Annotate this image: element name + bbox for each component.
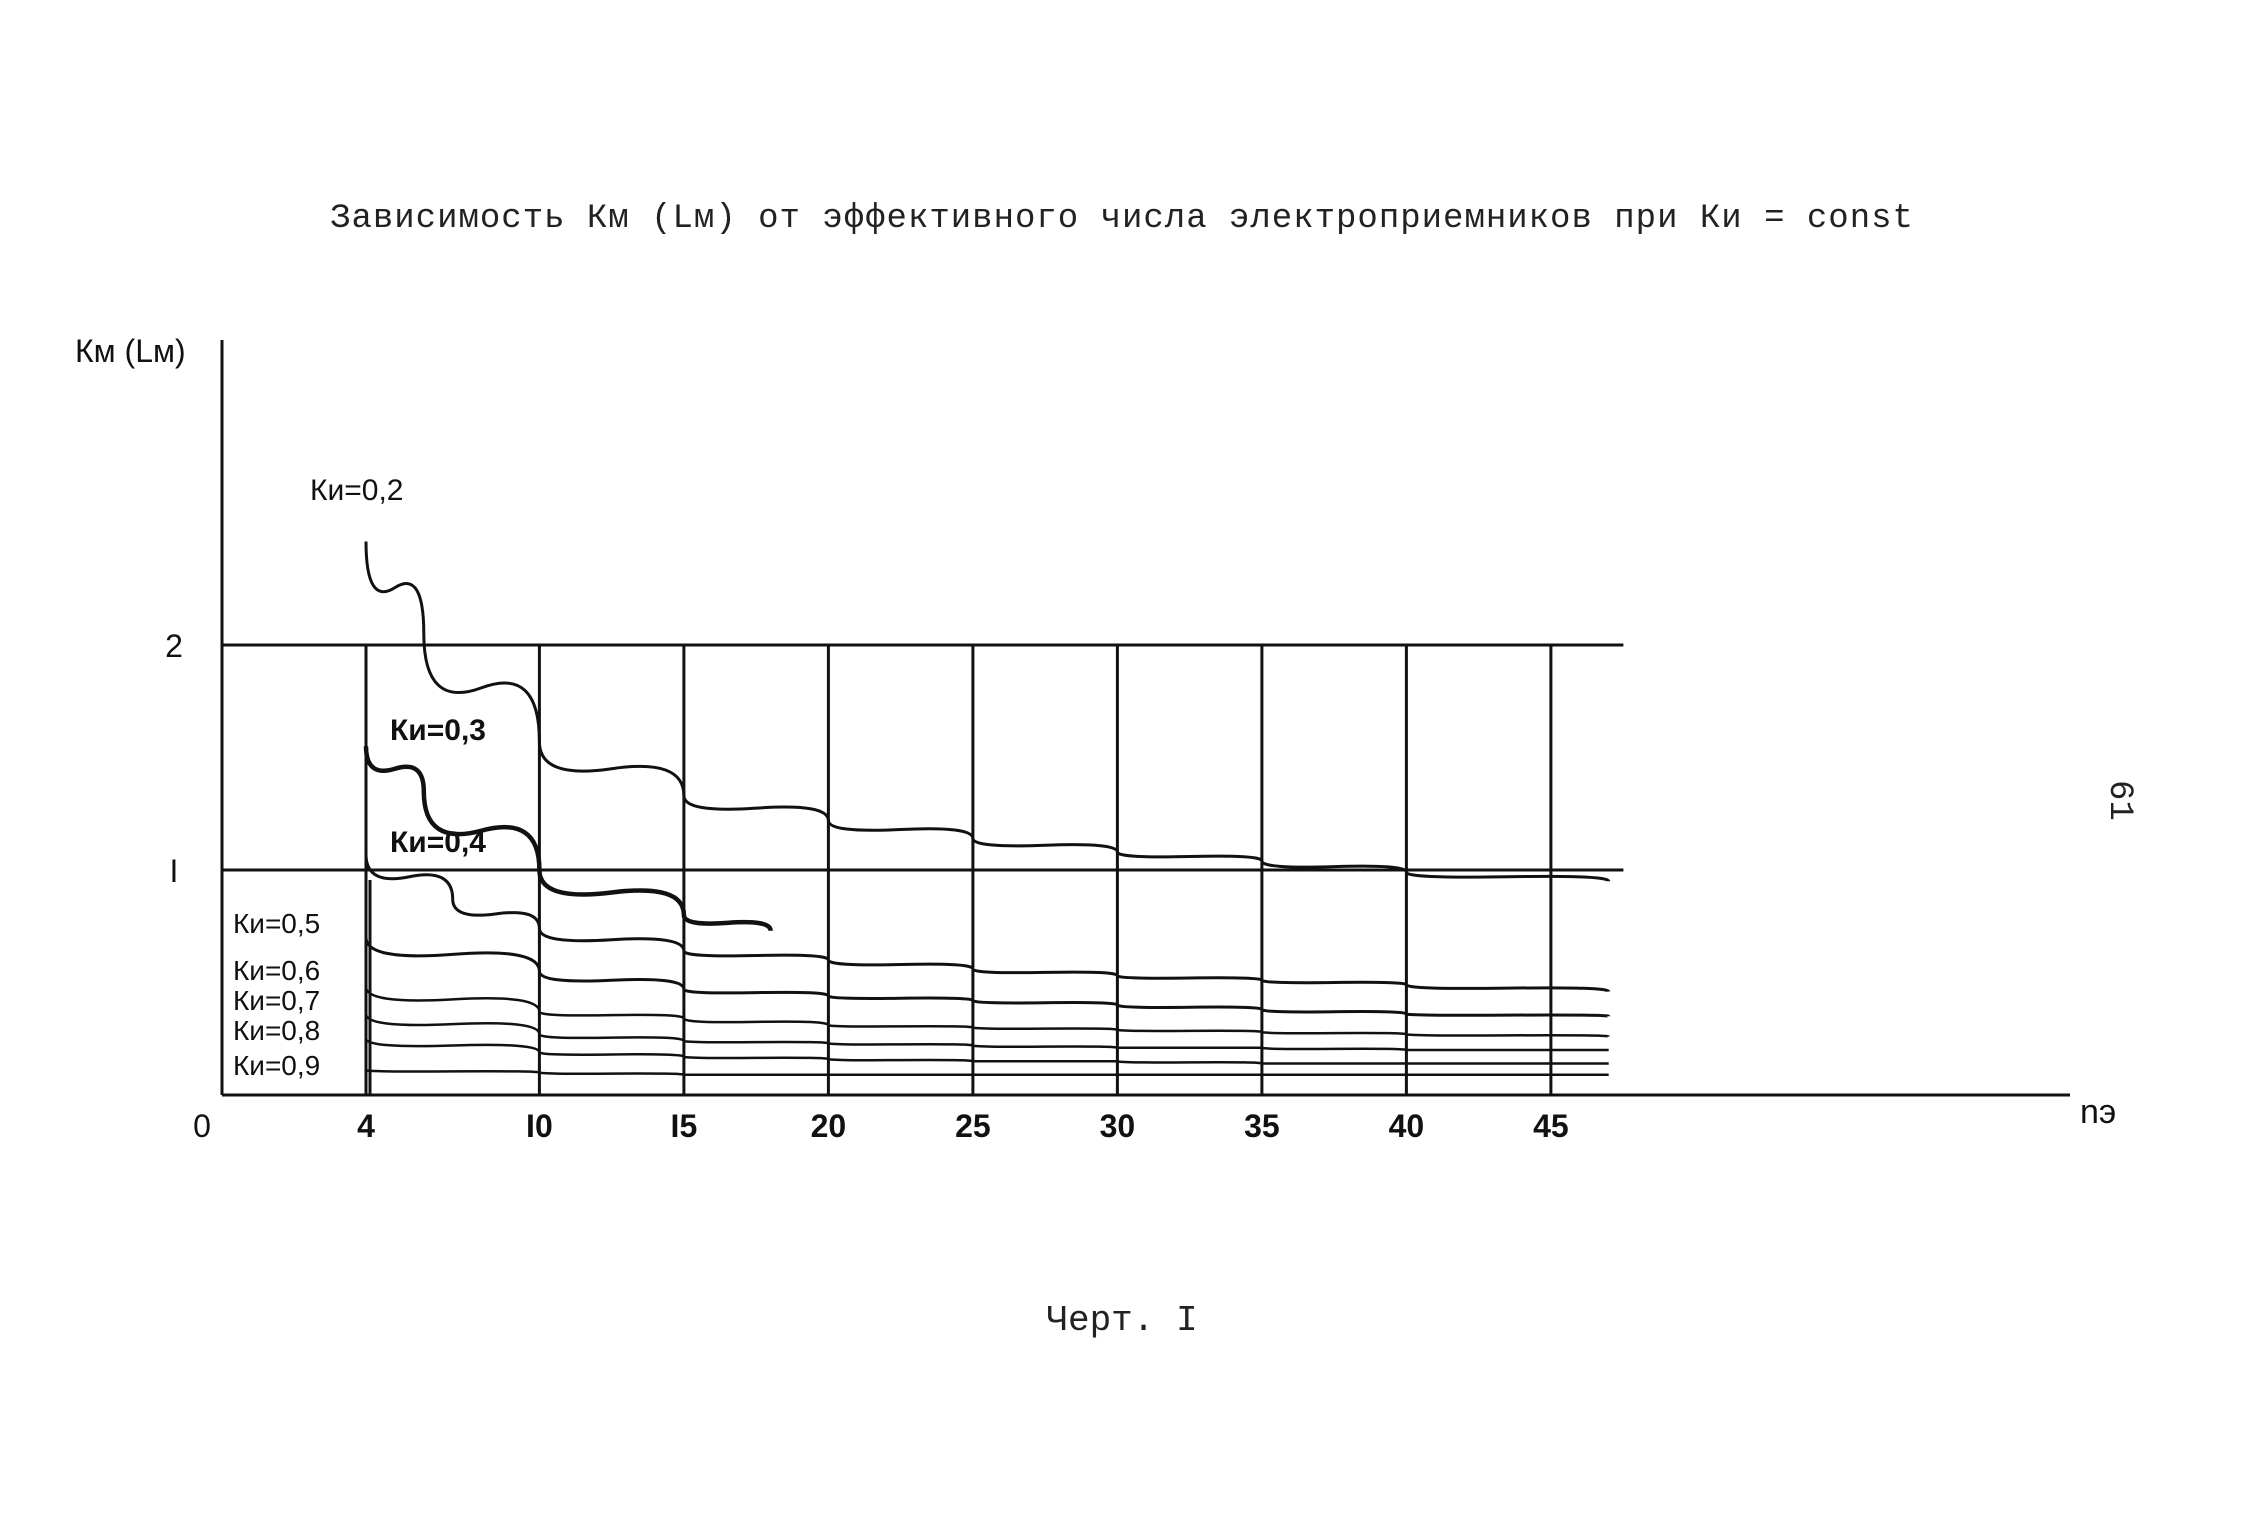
axes (220, 340, 2070, 1097)
series-label-0: Ки=0,2 (310, 474, 403, 507)
x-tick-label-0: 4 (357, 1108, 375, 1144)
series-group (363, 541, 1611, 1077)
x-tick-label-8: 45 (1533, 1108, 1569, 1144)
series-line-1 (363, 746, 773, 932)
series-label-1: Ки=0,3 (390, 714, 486, 747)
x-axis-label: nэ (2080, 1093, 2116, 1131)
y-axis-label: Км (Lм) (75, 333, 186, 369)
labels-group: I 2 4 I0 I5 20 25 30 35 40 45 0 Км (Lм) nэ Ки=0,2 Ки=0,… (75, 333, 2116, 1144)
x-tick-label-1: I0 (526, 1108, 553, 1144)
origin-label: 0 (193, 1108, 211, 1144)
x-tick-label-3: 20 (811, 1108, 847, 1144)
x-tick-label-6: 35 (1244, 1108, 1280, 1144)
series-line-7 (364, 1069, 1609, 1077)
series-line-6 (364, 1038, 1609, 1065)
series-label-2: Ки=0,4 (390, 826, 486, 859)
page-number: 61 (2100, 780, 2138, 821)
series-line-2 (364, 854, 1611, 993)
y-tick-label-1: 2 (165, 628, 183, 664)
series-label-3: Ки=0,5 (233, 908, 320, 939)
series-line-0 (364, 541, 1611, 883)
chart-title: Зависимость Км (Lм) от эффективного числ… (330, 200, 1914, 238)
x-tick-label-2: I5 (671, 1108, 698, 1144)
series-label-6: Ки=0,8 (233, 1015, 320, 1046)
series-label-7: Ки=0,9 (233, 1050, 320, 1081)
series-line-3 (364, 937, 1611, 1018)
series-line-4 (364, 986, 1610, 1038)
series-label-4: Ки=0,6 (233, 955, 320, 986)
series-label-5: Ки=0,7 (233, 985, 320, 1016)
x-tick-label-5: 30 (1100, 1108, 1136, 1144)
figure-caption: Черт. I (1046, 1300, 1198, 1341)
series-line-5 (364, 1013, 1609, 1052)
x-tick-label-4: 25 (955, 1108, 991, 1144)
y-tick-label-0: I (170, 853, 179, 889)
x-tick-label-7: 40 (1389, 1108, 1425, 1144)
